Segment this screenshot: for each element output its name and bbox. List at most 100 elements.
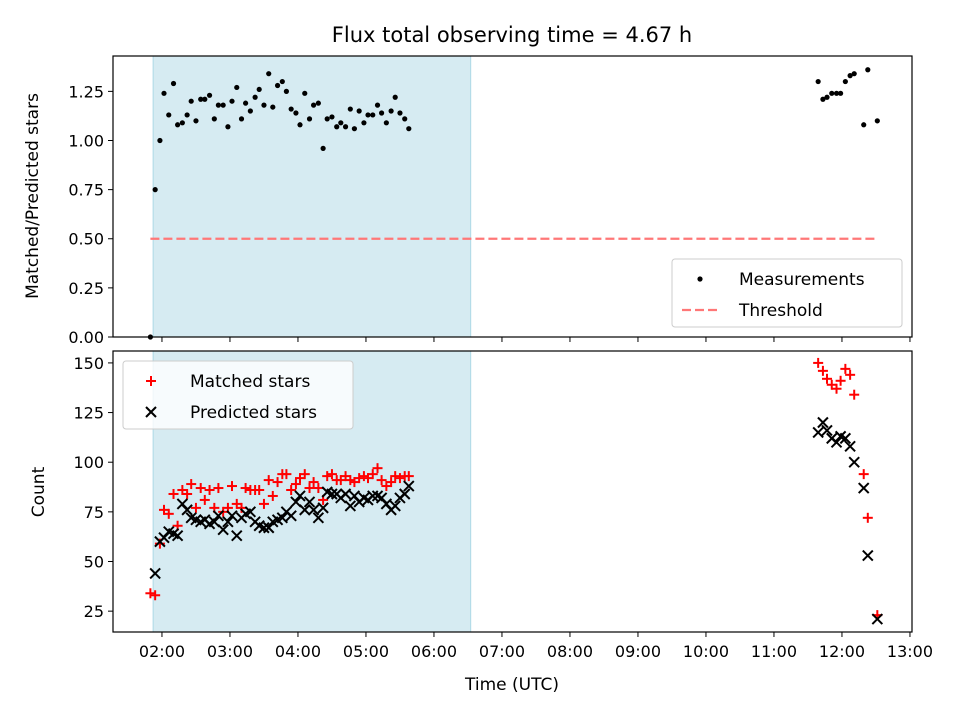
top-point-0-48 xyxy=(365,112,371,118)
top-point-0-47 xyxy=(361,120,367,126)
top-point-0-53 xyxy=(388,108,394,114)
bottom-point-1-65-b xyxy=(848,456,860,468)
top-point-0-28 xyxy=(274,82,281,89)
top-point-0-11 xyxy=(198,96,204,102)
bottom-point-1-21-b xyxy=(244,506,257,518)
top-point-0-24 xyxy=(256,86,262,93)
top-plot-frame xyxy=(112,55,913,338)
bottom-point-0-39 xyxy=(322,471,333,482)
bottom-point-0-37 xyxy=(313,483,324,494)
bottom-ytick-label: 150 xyxy=(73,354,104,373)
bottom-point-1-17 xyxy=(226,510,238,522)
bottom-point-1-36 xyxy=(312,512,325,524)
top-series-measurements xyxy=(147,67,880,340)
top-point-0-39 xyxy=(324,116,330,122)
bottom-point-1-15-b xyxy=(217,524,229,536)
bottom-ytick-label: 25 xyxy=(84,602,104,621)
bottom-series-matched-stars xyxy=(145,357,883,621)
bottom-point-1-18 xyxy=(231,529,243,542)
bottom-point-1-0-b xyxy=(149,567,161,580)
top-point-0-65 xyxy=(847,73,853,79)
bottom-panel: 25 50 75 100 125 150 02:00 03:00 04:00 05:00 06:00… xyxy=(73,350,933,661)
bottom-point-1-61 xyxy=(830,436,843,449)
bottom-point-1-55 xyxy=(399,488,411,500)
bottom-point-0-1 xyxy=(150,590,161,601)
top-point-0-69 xyxy=(874,118,880,124)
top-point-0-51 xyxy=(379,110,385,116)
bottom-point-1-24 xyxy=(258,522,270,534)
bottom-point-1-16 xyxy=(222,516,234,528)
bottom-point-1-50-b xyxy=(375,492,388,504)
top-point-0-57 xyxy=(406,126,412,132)
bottom-point-0-58 xyxy=(813,357,824,368)
bottom-point-0-50 xyxy=(372,463,383,474)
bottom-ytick-label: 50 xyxy=(84,553,104,572)
bottom-legend-label: Predicted stars xyxy=(190,403,317,423)
chart-title: Flux total observing time = 4.67 h xyxy=(332,23,692,47)
bottom-point-1-42 xyxy=(339,488,352,500)
bottom-legend-marker xyxy=(146,376,156,386)
bottom-point-1-38-b xyxy=(321,486,333,498)
top-point-0-12 xyxy=(202,96,208,102)
xtick-label: 10:00 xyxy=(683,642,729,661)
top-panel: 0.00 0.25 0.50 0.75 1.00 1.25 Measurements Thre… xyxy=(68,55,913,347)
bottom-point-1-3-b xyxy=(163,526,175,538)
top-point-0-9 xyxy=(188,98,194,104)
top-point-0-44 xyxy=(347,106,353,112)
bottom-point-1-5-b xyxy=(171,529,184,542)
bottom-point-0-12 xyxy=(199,494,210,505)
bottom-point-0-8 xyxy=(182,488,193,499)
bottom-point-0-0 xyxy=(145,588,156,599)
bottom-point-1-66-b xyxy=(858,482,870,494)
bottom-point-0-13 xyxy=(204,485,215,496)
bottom-point-1-30 xyxy=(285,510,297,522)
xtick-label: 04:00 xyxy=(275,642,321,661)
bottom-point-0-10 xyxy=(190,502,201,513)
top-legend-label: Threshold xyxy=(738,301,823,321)
bottom-point-0-68 xyxy=(862,512,873,523)
top-point-0-8 xyxy=(184,112,190,118)
bottom-point-1-31 xyxy=(290,496,302,508)
bottom-point-1-15 xyxy=(217,524,229,536)
bottom-point-1-44-b xyxy=(348,490,361,502)
bottom-point-0-5 xyxy=(168,488,179,499)
bottom-point-1-14 xyxy=(212,510,225,522)
top-point-0-10 xyxy=(193,118,199,124)
bottom-point-1-68-b xyxy=(871,613,884,625)
bottom-legend-label: Matched stars xyxy=(190,372,310,392)
top-point-0-41 xyxy=(334,124,340,130)
bottom-point-0-31 xyxy=(286,485,297,496)
top-ytick-label: 0.75 xyxy=(68,181,104,200)
bottom-point-0-66 xyxy=(849,389,860,400)
bottom-point-0-63 xyxy=(835,375,846,386)
bottom-point-1-64 xyxy=(844,440,856,453)
top-point-0-61 xyxy=(829,90,835,96)
top-point-0-67 xyxy=(861,122,867,128)
bottom-plot-frame xyxy=(112,350,913,633)
xtick-label: 12:00 xyxy=(819,642,865,661)
top-point-0-37 xyxy=(315,100,321,106)
bottom-point-1-48 xyxy=(367,490,379,502)
top-point-0-56 xyxy=(402,116,408,122)
bottom-point-1-28-b xyxy=(276,512,289,524)
bottom-legend-marker xyxy=(145,406,157,418)
bottom-point-0-67 xyxy=(858,469,869,480)
bottom-point-1-37-b xyxy=(317,502,329,514)
bottom-point-0-64 xyxy=(840,363,851,374)
top-point-0-38 xyxy=(320,145,326,151)
bottom-point-1-49-b xyxy=(371,490,384,502)
bottom-point-0-36 xyxy=(308,477,319,488)
bottom-point-1-65 xyxy=(848,456,860,468)
bottom-series-predicted-stars xyxy=(149,416,884,625)
bottom-point-1-14-b xyxy=(212,510,225,522)
top-point-0-18 xyxy=(229,98,235,104)
top-point-0-15 xyxy=(215,102,221,108)
bottom-point-1-5 xyxy=(171,529,184,542)
bottom-point-0-60 xyxy=(822,373,832,384)
top-ytick-label: 0.00 xyxy=(68,328,104,347)
top-point-0-19 xyxy=(234,84,240,91)
bottom-point-1-33-b xyxy=(299,504,311,516)
bottom-legend-marker-b xyxy=(145,406,157,418)
xtick-label: 11:00 xyxy=(751,642,797,661)
